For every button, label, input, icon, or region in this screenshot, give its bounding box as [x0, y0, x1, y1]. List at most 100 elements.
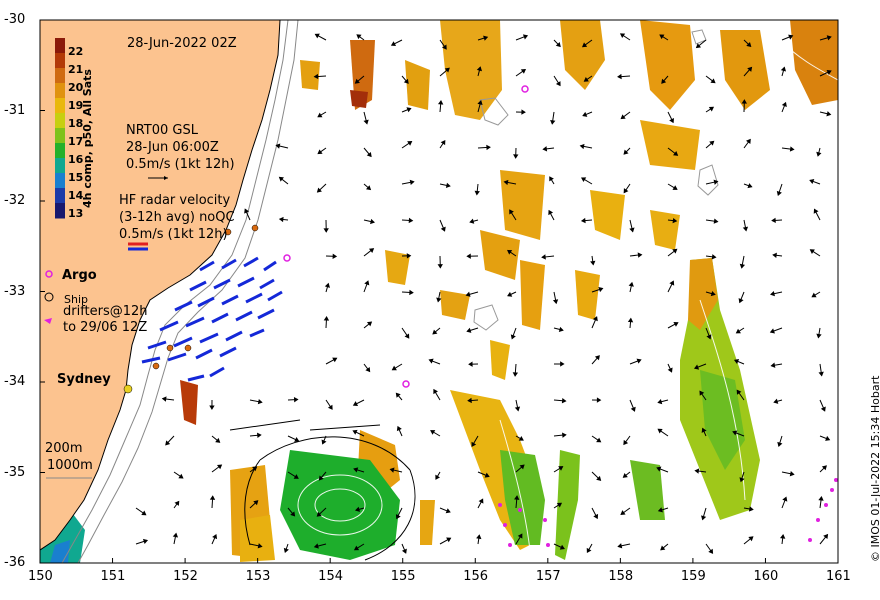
current-arrowhead — [747, 183, 753, 189]
y-tick-label: -35 — [4, 464, 26, 480]
current-arrowhead — [657, 507, 663, 513]
colorbar-tick-label: 22 — [68, 45, 84, 59]
current-arrowhead — [550, 119, 556, 125]
x-tick-label: 161 — [826, 569, 851, 584]
current-arrowhead — [293, 474, 299, 479]
current-arrowhead — [522, 34, 529, 40]
radar-title: HF radar velocity — [119, 193, 231, 208]
current-arrowhead — [518, 436, 524, 441]
y-tick-label: -31 — [4, 102, 26, 118]
current-arrowhead — [826, 111, 832, 117]
current-arrowhead — [708, 106, 715, 112]
current-arrowhead — [477, 100, 483, 106]
current-arrowhead — [733, 359, 740, 365]
ship-legend-icon — [44, 292, 54, 302]
current-arrowhead — [637, 252, 643, 258]
current-arrowhead — [368, 248, 375, 253]
current-arrowhead — [579, 143, 585, 150]
current-arrowhead — [476, 534, 482, 540]
drifters-label-2: to 29/06 12Z — [63, 320, 148, 335]
current-arrowhead — [620, 510, 626, 515]
current-arrowhead — [549, 176, 554, 182]
x-tick-label: 157 — [535, 569, 561, 584]
current-arrowhead — [517, 533, 523, 539]
gsl-time: 28-Jun 06:00Z — [126, 140, 219, 155]
current-arrowhead — [215, 437, 221, 443]
colorbar-segment — [55, 173, 65, 189]
x-tick-label: 154 — [318, 569, 343, 584]
current-arrowhead — [659, 34, 665, 40]
colorbar-segment — [55, 53, 65, 69]
current-arrowhead — [172, 532, 179, 538]
colorbar-segment — [55, 128, 65, 144]
current-arrowhead — [510, 334, 516, 340]
x-tick-label: 160 — [753, 569, 779, 584]
current-arrowhead — [780, 533, 786, 539]
current-arrowhead — [391, 365, 397, 371]
current-arrowhead — [809, 179, 815, 185]
current-arrowhead — [818, 371, 824, 377]
current-arrowhead — [789, 471, 795, 477]
current-arrowhead — [353, 467, 359, 473]
current-arrowhead — [332, 357, 338, 363]
current-arrowhead — [656, 466, 662, 472]
current-arrowhead — [366, 321, 373, 327]
current-arrowhead — [293, 396, 299, 403]
colorbar-segment — [55, 98, 65, 114]
current-arrowhead — [409, 179, 415, 186]
current-arrowhead — [583, 77, 589, 82]
current-arrowhead — [332, 253, 338, 259]
current-arrowhead — [435, 474, 441, 480]
current-arrowhead — [476, 66, 483, 72]
colorbar-tick-label: 15 — [68, 171, 84, 185]
current-arrowhead — [514, 406, 521, 412]
x-tick-label: 153 — [245, 569, 271, 584]
current-arrowhead — [586, 547, 592, 554]
sst-colorbar — [55, 38, 65, 219]
current-arrowhead — [507, 291, 513, 297]
current-arrowhead — [582, 111, 588, 117]
radar-scale: 0.5m/s (1kt 12h) — [119, 227, 228, 242]
current-arrowhead — [466, 253, 471, 259]
current-arrowhead — [403, 78, 409, 84]
current-arrowhead — [445, 182, 451, 188]
current-arrowhead — [486, 144, 491, 151]
current-arrowhead — [356, 34, 362, 40]
current-arrowhead — [174, 500, 180, 506]
current-arrowhead — [816, 333, 822, 339]
current-arrowhead — [581, 42, 588, 48]
current-arrowhead — [667, 367, 673, 373]
current-arrowhead — [404, 333, 410, 339]
current-arrowhead — [406, 253, 412, 259]
current-arrowhead — [636, 358, 642, 364]
current-arrowhead — [244, 208, 250, 214]
current-arrowhead — [436, 297, 442, 303]
current-arrowhead — [313, 543, 319, 549]
current-arrowhead — [353, 545, 360, 551]
current-arrowhead — [746, 41, 752, 48]
current-arrowhead — [318, 475, 324, 481]
current-arrowhead — [430, 430, 436, 435]
current-arrowhead — [313, 73, 319, 80]
current-arrowhead — [352, 401, 359, 406]
current-arrowhead — [747, 66, 753, 72]
current-arrowhead — [407, 141, 413, 146]
current-arrowhead — [623, 439, 629, 446]
colorbar-tick-label: 14 — [68, 189, 84, 203]
x-tick-label: 156 — [463, 569, 489, 584]
current-arrowhead — [672, 217, 678, 224]
colorbar-title: 4h comp, p50, All Sats — [81, 69, 94, 208]
current-arrowhead — [541, 254, 546, 260]
current-arrowhead — [513, 154, 519, 159]
current-arrowhead — [769, 328, 775, 334]
current-arrowhead — [507, 249, 513, 255]
current-arrowhead — [466, 327, 472, 333]
current-arrowhead — [776, 190, 782, 197]
isobath-200m: 200m — [45, 441, 83, 456]
colorbar-tick-label: 20 — [68, 81, 84, 95]
current-arrowhead — [773, 398, 779, 404]
colorbar-tick-label: 16 — [68, 153, 84, 167]
current-arrowhead — [321, 439, 327, 445]
current-arrowhead — [363, 119, 369, 125]
current-arrowhead — [440, 139, 446, 146]
